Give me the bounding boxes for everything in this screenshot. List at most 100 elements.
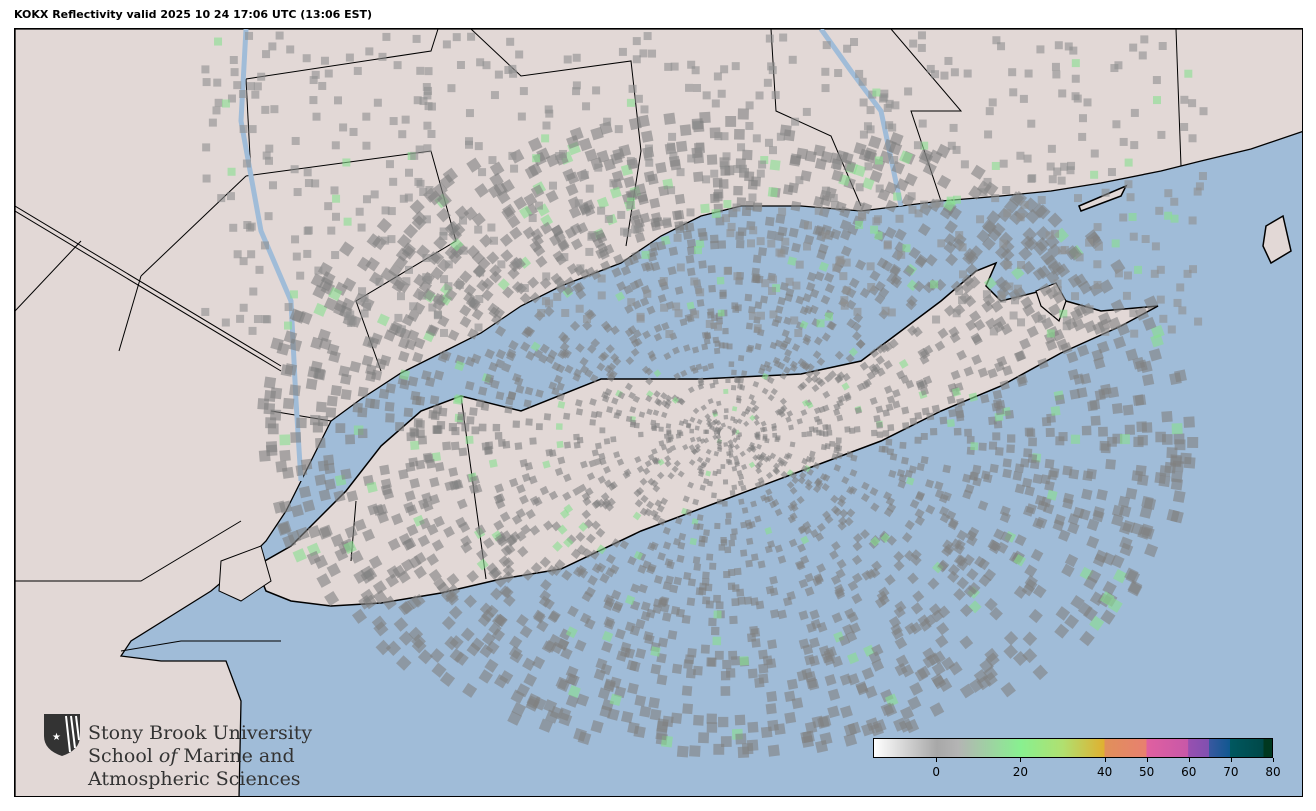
radar-echo	[791, 242, 801, 253]
radar-echo	[960, 160, 969, 169]
radar-echo	[548, 490, 559, 501]
radar-echo	[584, 618, 596, 630]
radar-echo	[239, 303, 248, 312]
radar-echo	[375, 639, 392, 656]
radar-echo	[433, 515, 445, 528]
radar-echo	[625, 415, 633, 423]
radar-echo	[769, 575, 778, 585]
radar-echo	[493, 519, 505, 531]
radar-echo	[413, 418, 423, 428]
radar-echo	[656, 674, 668, 686]
radar-echo	[597, 291, 606, 300]
radar-echo	[407, 329, 420, 342]
radar-echo	[532, 696, 547, 711]
radar-echo	[673, 576, 683, 586]
logo-line-2: School of Marine and	[88, 745, 295, 768]
radar-echo	[579, 356, 589, 367]
radar-echo	[202, 174, 211, 183]
radar-echo	[849, 469, 858, 477]
radar-echo	[1058, 432, 1068, 442]
radar-echo	[722, 659, 732, 670]
radar-echo	[898, 359, 909, 369]
radar-echo	[693, 563, 702, 571]
radar-echo	[365, 47, 374, 56]
radar-echo	[788, 55, 797, 64]
radar-echo	[1174, 369, 1187, 383]
radar-echo	[567, 685, 581, 699]
radar-echo	[355, 207, 364, 216]
radar-echo	[393, 617, 409, 632]
radar-echo	[507, 214, 521, 229]
radar-echo	[714, 340, 721, 347]
radar-echo	[848, 347, 859, 357]
radar-echo	[747, 179, 758, 190]
radar-echo	[353, 518, 367, 532]
radar-echo	[411, 638, 427, 654]
radar-echo	[734, 443, 741, 450]
radar-echo	[696, 436, 702, 443]
radar-echo	[629, 406, 637, 414]
radar-echo	[1111, 513, 1124, 527]
radar-echo	[906, 295, 918, 307]
radar-echo	[746, 537, 754, 546]
radar-echo	[965, 263, 979, 277]
radar-echo	[895, 214, 904, 223]
radar-echo	[856, 382, 866, 392]
radar-echo	[1078, 280, 1093, 295]
radar-echo	[561, 308, 570, 317]
radar-echo	[467, 32, 476, 41]
radar-echo	[553, 374, 563, 384]
radar-echo	[963, 366, 974, 377]
radar-echo	[881, 445, 889, 453]
radar-echo	[764, 526, 773, 535]
radar-echo	[1002, 185, 1011, 194]
radar-echo	[771, 425, 777, 432]
radar-echo	[939, 416, 948, 425]
radar-echo	[340, 373, 352, 385]
radar-echo	[659, 277, 668, 286]
radar-echo	[1046, 162, 1055, 171]
radar-echo	[372, 580, 387, 595]
radar-echo	[632, 395, 641, 403]
radar-echo	[934, 340, 946, 352]
radar-echo	[965, 319, 977, 331]
radar-echo	[283, 321, 292, 330]
radar-echo	[462, 682, 478, 698]
radar-echo	[623, 176, 636, 189]
radar-echo	[937, 559, 950, 572]
radar-echo	[762, 434, 768, 439]
radar-echo	[734, 567, 742, 576]
radar-echo	[1090, 149, 1099, 158]
radar-echo	[703, 337, 711, 345]
radar-echo	[1035, 516, 1048, 529]
radar-echo	[634, 499, 644, 508]
radar-echo	[777, 296, 786, 306]
radar-echo	[1006, 444, 1015, 454]
radar-echo	[789, 441, 796, 448]
radar-echo	[628, 84, 637, 93]
radar-echo	[756, 237, 765, 246]
radar-echo	[969, 245, 983, 259]
radar-echo	[875, 405, 884, 414]
radar-echo	[761, 387, 769, 395]
radar-echo	[635, 618, 646, 630]
radar-echo	[977, 557, 990, 571]
radar-echo	[678, 398, 686, 406]
radar-echo	[902, 265, 915, 277]
radar-echo	[963, 69, 972, 78]
radar-echo	[357, 428, 368, 439]
radar-echo	[335, 423, 346, 434]
radar-echo	[760, 156, 769, 165]
radar-echo	[1148, 348, 1162, 362]
radar-echo	[795, 176, 804, 185]
radar-echo	[589, 419, 596, 426]
radar-echo	[640, 494, 649, 503]
radar-echo	[727, 222, 736, 231]
radar-echo	[511, 702, 527, 717]
radar-echo	[270, 105, 279, 114]
radar-echo	[1174, 439, 1186, 451]
radar-echo	[248, 125, 257, 134]
radar-echo	[361, 354, 374, 367]
radar-echo	[597, 475, 606, 484]
radar-echo	[1020, 458, 1030, 468]
